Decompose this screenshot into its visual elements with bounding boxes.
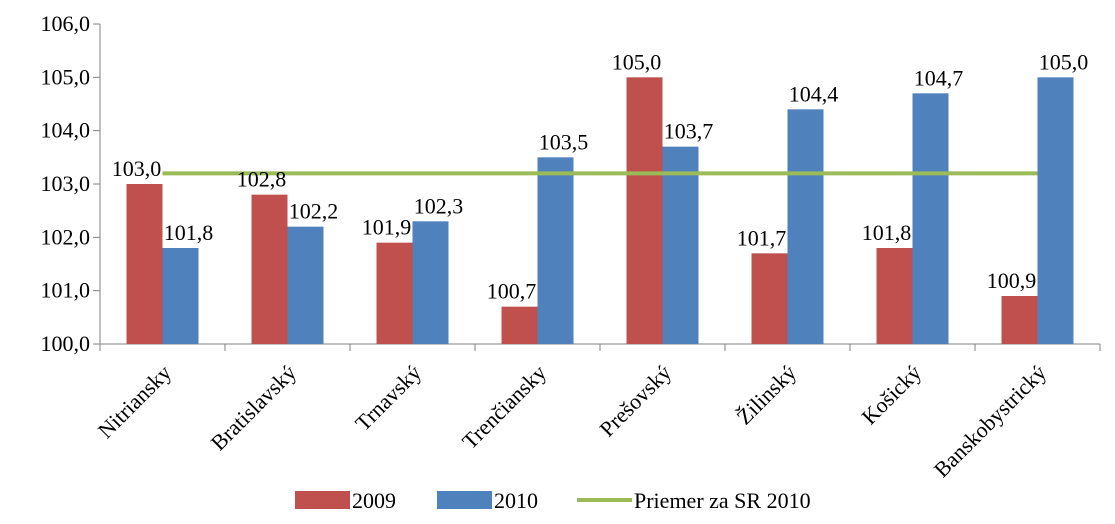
bar-2009 (751, 253, 788, 344)
bar-2010 (662, 146, 699, 344)
bars (126, 77, 1074, 344)
data-label-2009: 100,7 (487, 279, 537, 304)
bar-2010 (787, 109, 824, 344)
data-label-2009: 102,8 (237, 167, 287, 192)
data-label-2010: 105,0 (1039, 49, 1089, 74)
bar-2009 (376, 242, 413, 344)
x-category-label: Bratislavský (206, 360, 301, 455)
legend-swatch-2010 (437, 491, 492, 509)
legend-label-2009: 2009 (352, 488, 396, 513)
bar-2009 (1001, 296, 1038, 344)
y-tick-label: 100,0 (41, 331, 91, 356)
bar-2009 (126, 184, 163, 344)
data-label-2009: 103,0 (112, 156, 162, 181)
x-category-label: Trenčiansky (457, 360, 551, 454)
x-category-label: Banskobystrický (929, 360, 1051, 482)
bar-2009 (876, 248, 913, 344)
y-tick-label: 105,0 (41, 64, 91, 89)
legend-label-2010: 2010 (494, 488, 538, 513)
data-label-2009: 101,8 (862, 220, 912, 245)
legend-label-reference: Priemer za SR 2010 (634, 488, 811, 513)
y-tick-label: 106,0 (41, 11, 91, 36)
x-category-label: Trnavský (350, 360, 426, 436)
bar-2009 (626, 77, 663, 344)
data-label-2009: 100,9 (987, 268, 1037, 293)
legend: 2009 2010 Priemer za SR 2010 (295, 488, 811, 513)
y-tick-label: 102,0 (41, 224, 91, 249)
bar-2010 (1037, 77, 1074, 344)
x-category-label: Prešovský (594, 360, 676, 442)
x-category-label: Košický (857, 360, 927, 430)
x-axis: Nitriansky Bratislavský Trnavský Trenčiansk… (93, 343, 1101, 482)
bar-2009 (501, 306, 538, 344)
y-tick-label: 103,0 (41, 171, 91, 196)
data-label-2009: 105,0 (612, 49, 662, 74)
data-label-2009: 101,9 (362, 215, 412, 240)
data-label-2010: 104,7 (914, 65, 964, 90)
bar-2010 (412, 221, 449, 344)
legend-swatch-2009 (295, 491, 350, 509)
bar-2010 (537, 157, 574, 344)
data-label-2010: 101,8 (164, 220, 214, 245)
y-tick-label: 101,0 (41, 278, 91, 303)
data-label-2010: 104,4 (789, 81, 839, 106)
data-label-2009: 101,7 (737, 225, 787, 250)
data-label-2010: 102,2 (289, 199, 339, 224)
bar-2010 (162, 248, 199, 344)
y-axis: 100,0 101,0 102,0 103,0 104,0 105,0 106,0 (41, 11, 101, 356)
bar-2010 (912, 93, 949, 344)
data-label-2010: 103,7 (664, 119, 714, 144)
bar-2010 (287, 226, 324, 344)
x-category-label: Žilinský (731, 360, 801, 430)
data-label-2010: 102,3 (414, 193, 464, 218)
data-label-2010: 103,5 (539, 129, 589, 154)
bar-2009 (251, 194, 288, 344)
y-tick-label: 104,0 (41, 118, 91, 143)
x-category-label: Nitriansky (93, 360, 176, 443)
